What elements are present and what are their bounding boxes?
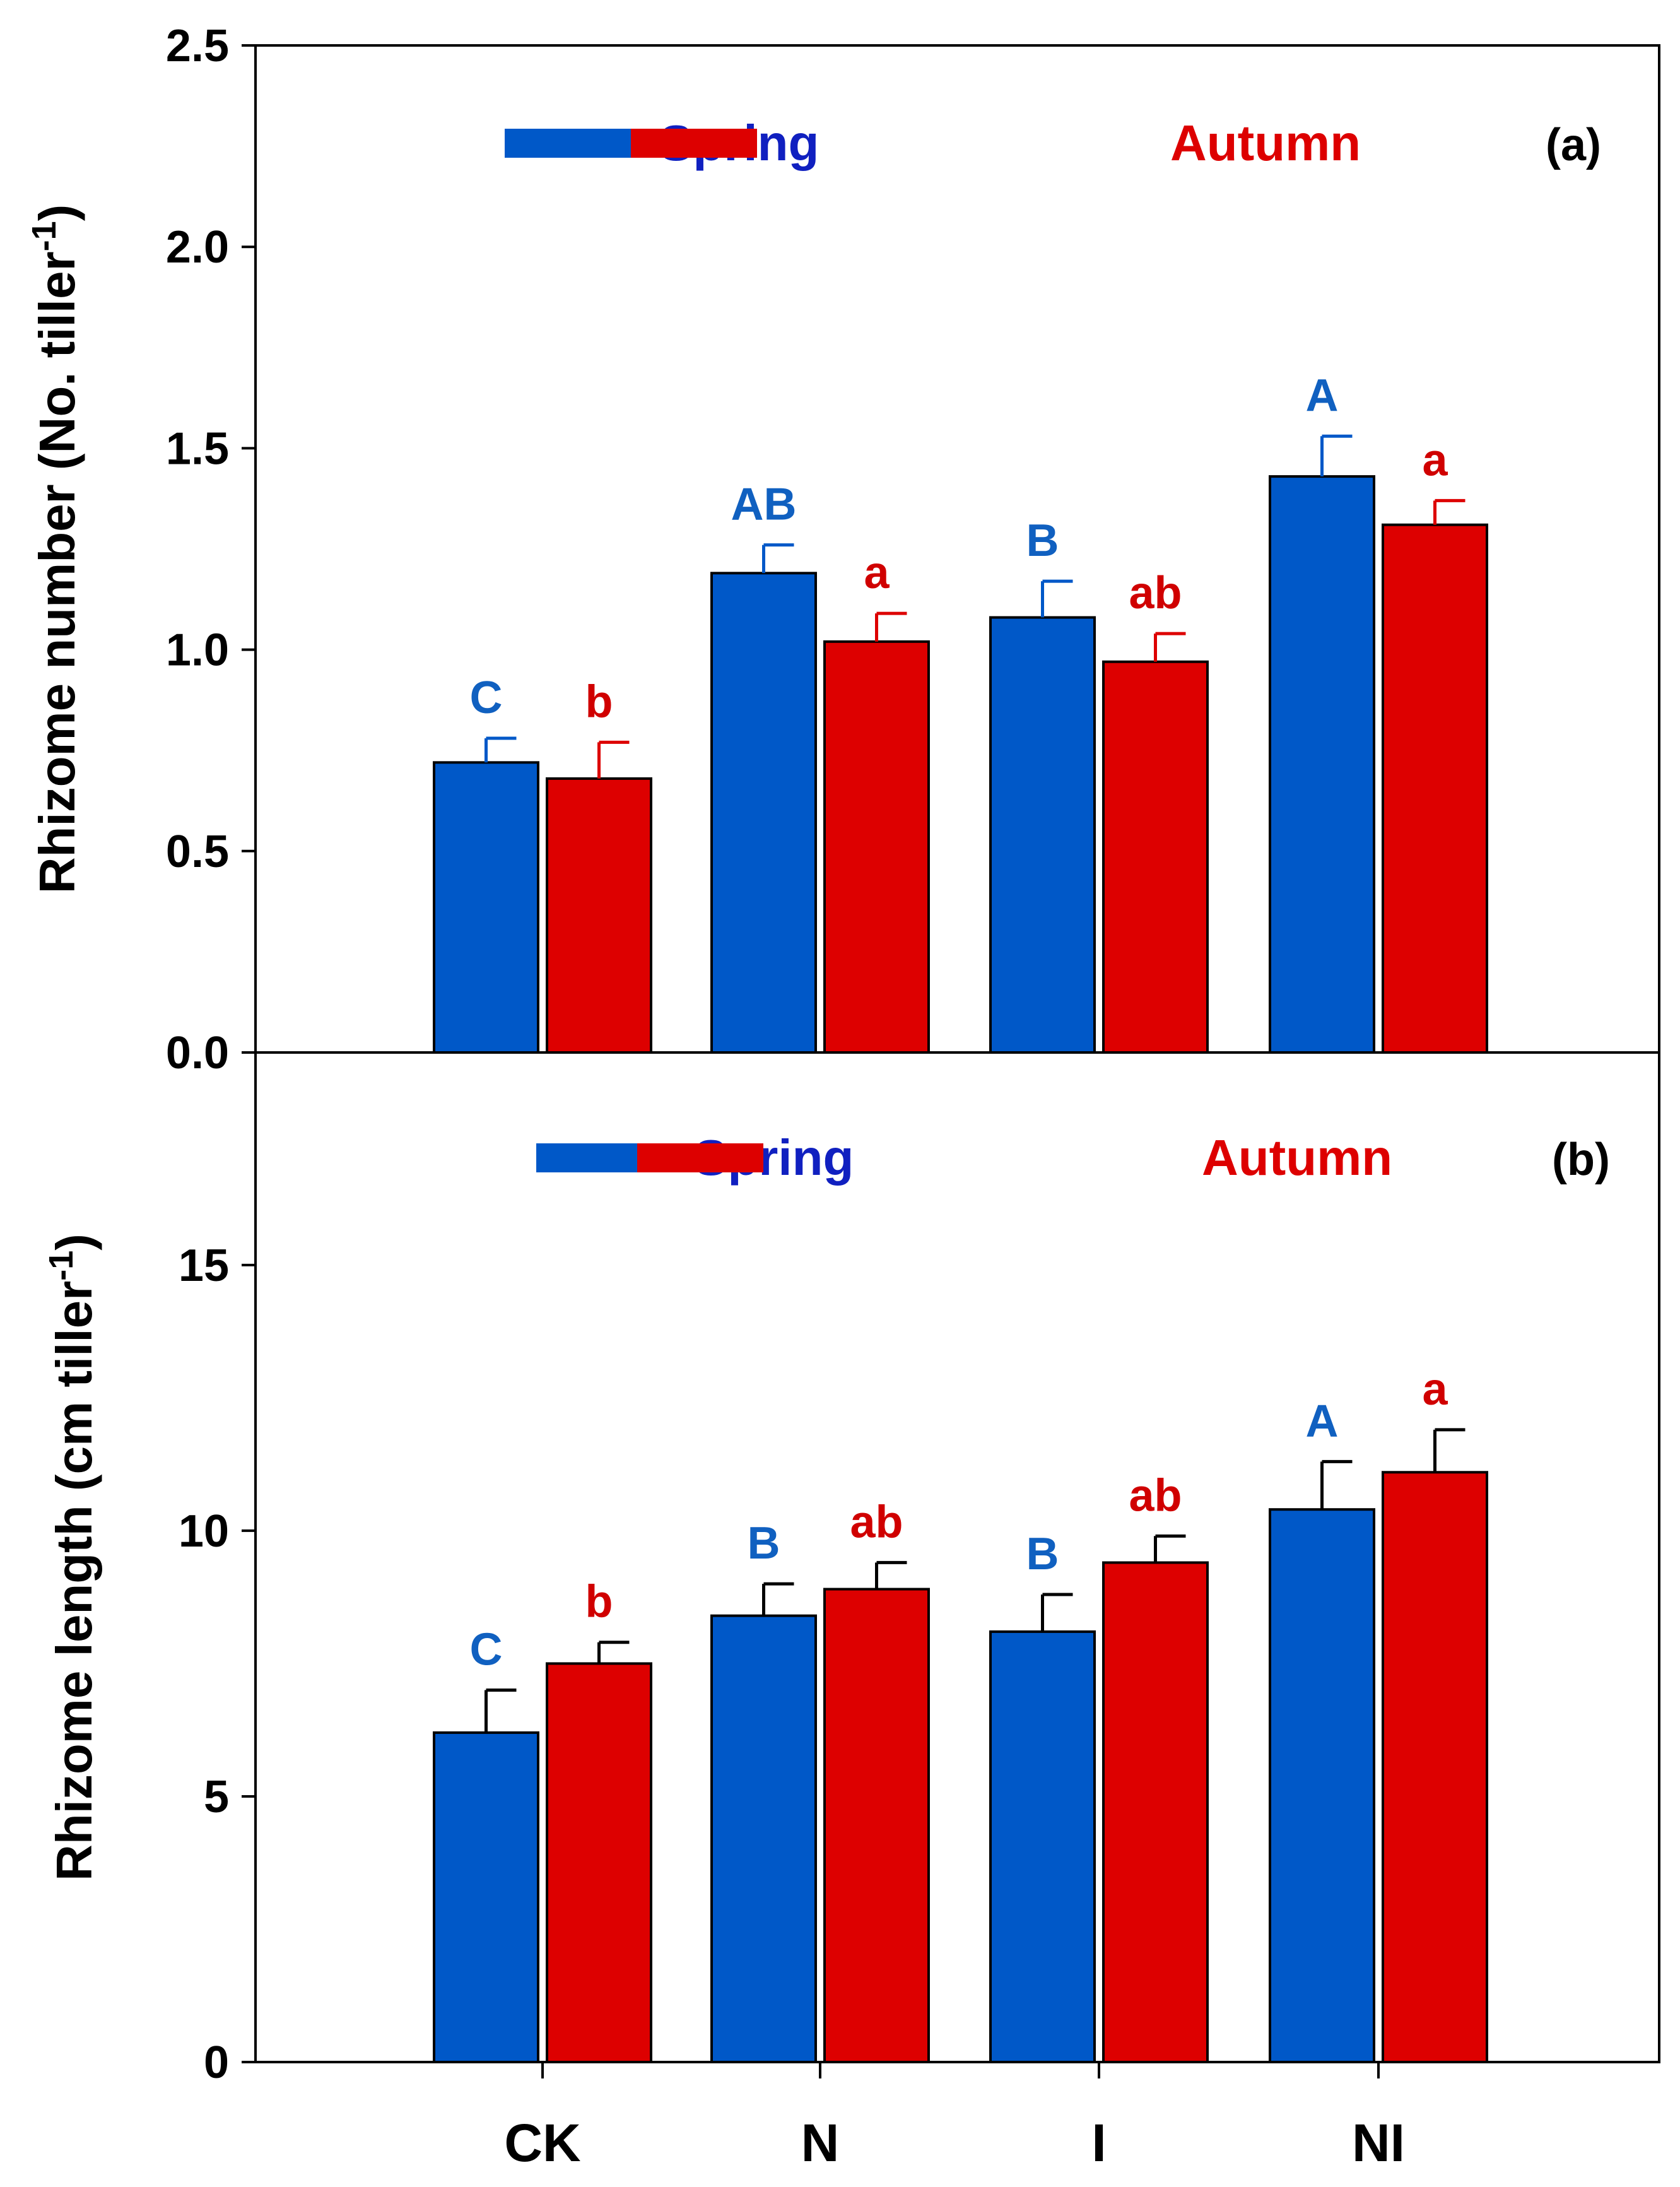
legend-label-autumn: Autumn xyxy=(1170,115,1361,171)
significance-label-autumn-i: ab xyxy=(1129,568,1182,618)
significance-label-spring-i: B xyxy=(1026,516,1059,566)
legend-label-autumn: Autumn xyxy=(1202,1129,1392,1186)
bar-spring-n xyxy=(710,1614,817,2063)
bar-autumn-n xyxy=(823,1588,930,2064)
panel-label: (b) xyxy=(1552,1135,1610,1185)
panel-label: (a) xyxy=(1546,120,1601,170)
panel-a: C AB B Ab a ab a 0.0 0.5 1.0 1.5 2.0 2.5 Rhizome numb… xyxy=(25,21,1660,1078)
significance-label-autumn-n: a xyxy=(864,548,890,598)
x-category-label-ck: CK xyxy=(504,2113,580,2172)
bar-autumn-ni xyxy=(1382,1471,1488,2063)
bar-autumn-ck xyxy=(546,777,652,1054)
x-category-label-ni: NI xyxy=(1352,2113,1405,2172)
y-tick-label: 5 xyxy=(204,1772,229,1822)
y-axis-title: Rhizome number (No. tiller-1) xyxy=(25,204,85,894)
y-tick-label: 1.5 xyxy=(166,423,229,474)
y-tick-label: 2.5 xyxy=(166,21,229,71)
plot-frame xyxy=(254,1051,1660,2063)
x-category-label-i: I xyxy=(1091,2113,1106,2172)
bar-spring-n xyxy=(710,572,817,1054)
legend-swatch-autumn xyxy=(637,1143,763,1172)
panel-b: C B B Ab ab ab a 0 5 10 15 Rhizome length (cm tille… xyxy=(42,1051,1660,2172)
y-tick-label: 0.0 xyxy=(166,1028,229,1078)
bar-autumn-i xyxy=(1102,660,1209,1054)
y-tick-label: 2.0 xyxy=(166,222,229,273)
significance-label-autumn-ck: b xyxy=(585,1577,613,1627)
bar-spring-ni xyxy=(1269,475,1375,1054)
y-axis-title: Rhizome length (cm tiller-1) xyxy=(42,1234,102,1881)
significance-label-spring-ck: C xyxy=(470,1625,503,1675)
significance-label-spring-n: B xyxy=(748,1518,780,1569)
bar-spring-i xyxy=(989,616,1096,1054)
significance-label-spring-ck: C xyxy=(470,673,503,723)
bar-autumn-i xyxy=(1102,1561,1209,2064)
significance-label-autumn-ck: b xyxy=(585,676,613,727)
significance-label-spring-i: B xyxy=(1026,1529,1059,1579)
y-tick-label: 0 xyxy=(204,2037,229,2088)
significance-label-spring-ni: A xyxy=(1306,1396,1339,1446)
y-tick-label: 0.5 xyxy=(166,827,229,877)
legend-swatch-spring xyxy=(505,129,631,158)
significance-label-autumn-ni: a xyxy=(1422,1364,1448,1415)
y-tick-label: 1.0 xyxy=(166,625,229,676)
y-tick-label: 15 xyxy=(179,1241,229,1291)
legend-swatch-autumn xyxy=(631,129,757,158)
bar-autumn-n xyxy=(823,640,930,1054)
bar-spring-ni xyxy=(1269,1508,1375,2063)
bar-spring-ck xyxy=(433,761,539,1054)
significance-label-spring-ni: A xyxy=(1306,370,1339,421)
bar-autumn-ni xyxy=(1382,523,1488,1054)
bar-spring-i xyxy=(989,1630,1096,2064)
significance-label-autumn-ni: a xyxy=(1422,435,1448,485)
significance-label-autumn-n: ab xyxy=(850,1497,903,1547)
bar-spring-ck xyxy=(433,1731,539,2064)
bar-autumn-ck xyxy=(546,1662,652,2064)
significance-label-spring-n: AB xyxy=(731,480,797,530)
y-tick-label: 10 xyxy=(179,1506,229,1557)
x-category-label-n: N xyxy=(801,2113,840,2172)
significance-label-autumn-i: ab xyxy=(1129,1470,1182,1521)
